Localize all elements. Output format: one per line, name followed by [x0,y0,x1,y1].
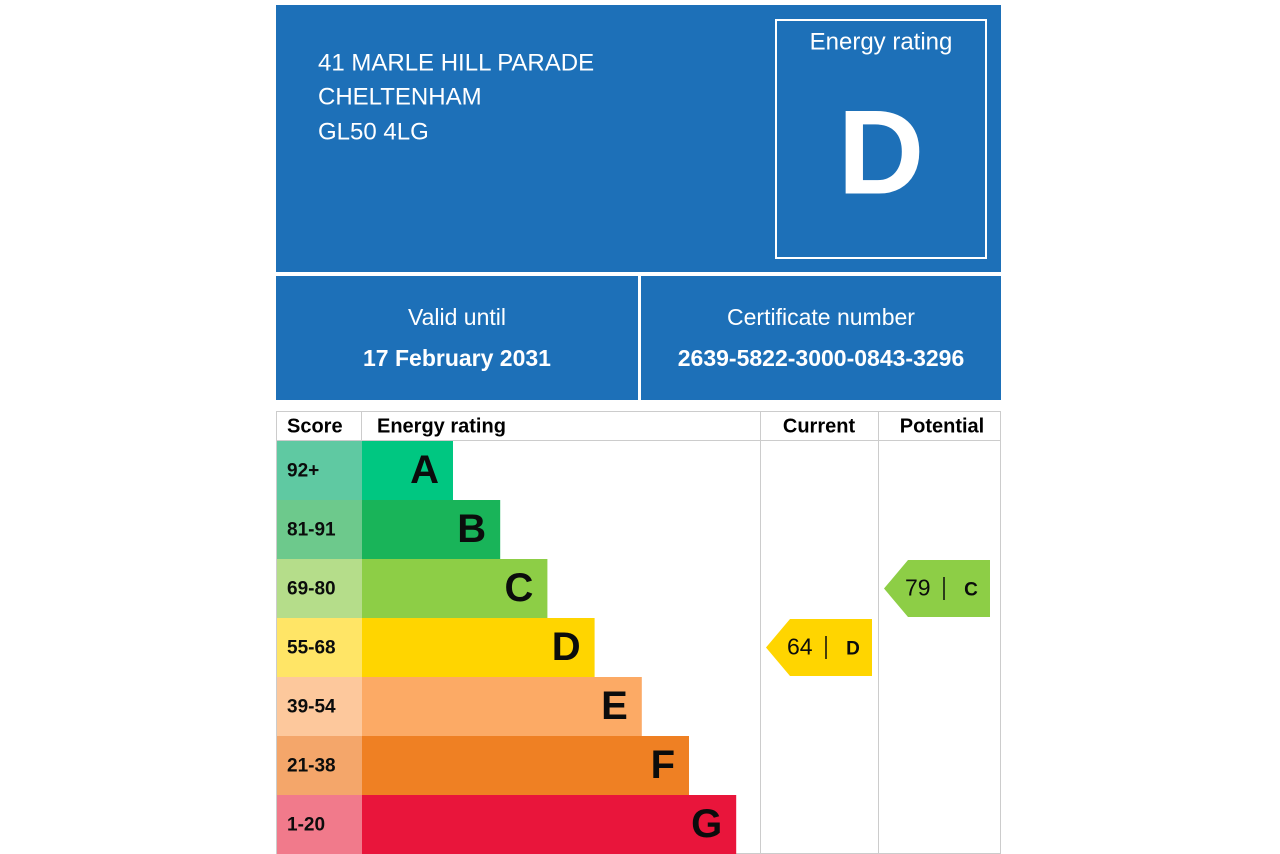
score-range: 81-91 [287,520,336,541]
validity-panel [276,276,638,400]
column-header: Score [287,415,343,437]
score-cell [277,677,362,736]
column-header: Energy rating [377,415,506,437]
address-line: GL50 4LG [318,118,429,145]
score-cell [277,736,362,795]
score-cell [277,441,362,500]
validity-date: 17 February 2031 [363,345,551,371]
address-line: 41 MARLE HILL PARADE [318,49,594,76]
score-range: 21-38 [287,756,336,777]
certificate-number: 2639-5822-3000-0843-3296 [678,345,964,371]
band-bar [362,500,501,559]
header-panel [276,5,1001,272]
current-arrow [766,619,872,676]
score-range: 69-80 [287,579,336,600]
rating-table: Score Energy rating Current Potential 92… [276,411,1001,854]
column-header: Potential [900,415,984,437]
potential-score: 79 [905,575,931,601]
validity-label: Valid until [408,304,506,330]
certificate-panel [641,276,1001,400]
band-letter: E [601,684,628,728]
band-letter: A [410,448,439,492]
score-range: 39-54 [287,697,336,718]
rating-label: Energy rating [810,28,953,55]
rating-box [775,19,987,259]
band-bar [362,559,548,618]
band-bar [362,441,453,500]
band-letter: D [552,625,581,669]
score-range: 55-68 [287,638,336,659]
score-range: 92+ [287,461,319,482]
band-letter: G [691,802,722,846]
band-bar [362,677,642,736]
rating-letter: D [838,86,925,220]
address-line: CHELTENHAM [318,83,482,110]
band-bar [362,795,737,854]
current-score: 64 [787,634,813,660]
certificate-label: Certificate number [727,304,915,330]
band-letter: C [505,566,534,610]
band-bar [362,618,595,677]
band-bar [362,736,689,795]
score-range: 1-20 [287,815,325,836]
score-cell [277,618,362,677]
band-letter: F [651,743,675,787]
current-band: D [846,639,860,660]
score-cell [277,500,362,559]
band-letter: B [457,507,486,551]
potential-band: C [964,580,978,601]
score-cell [277,795,362,854]
potential-arrow [884,560,990,617]
score-cell [277,559,362,618]
column-header: Current [783,415,856,437]
